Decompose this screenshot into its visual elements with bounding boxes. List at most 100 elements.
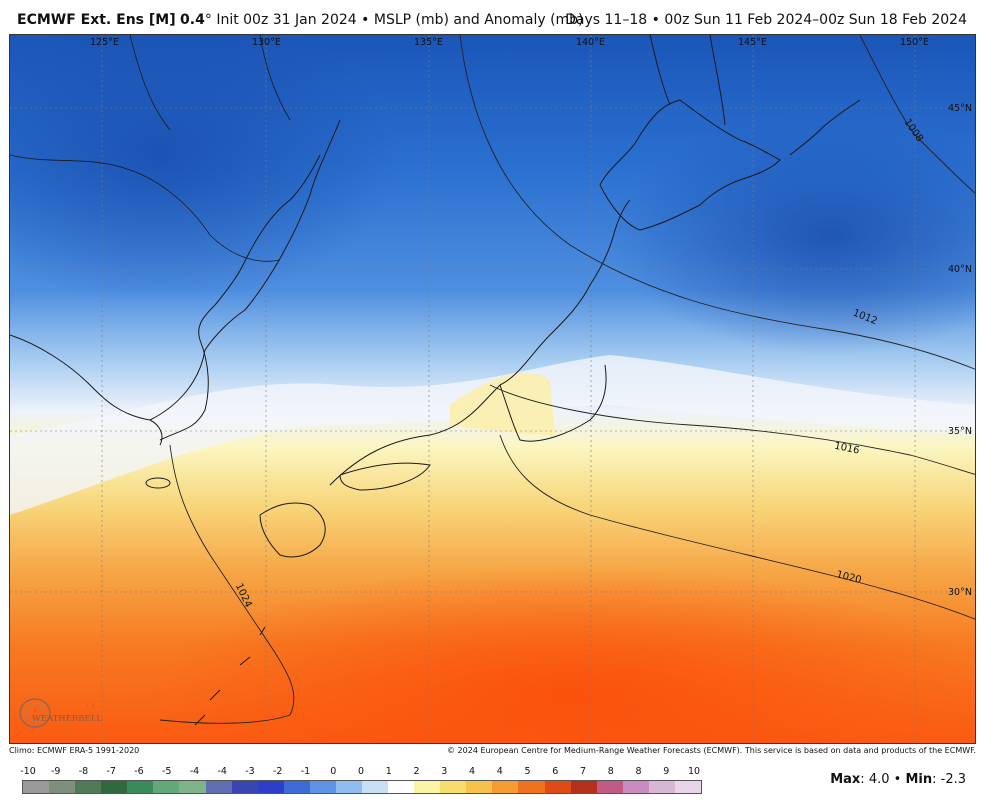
copyright-note: © 2024 European Centre for Medium-Range … (447, 746, 976, 755)
map-panel: 1008 1012 1016 1020 1024 125°E 130°E 135… (9, 34, 976, 744)
colorbar-swatch (257, 781, 284, 793)
colorbar-tick-label: -4 (189, 766, 200, 777)
kuril-chain (789, 99, 861, 156)
colorbar-swatch (23, 781, 50, 793)
colorbar-swatch (283, 781, 310, 793)
map-title: ECMWF Ext. Ens [M] 0.4° Init 00z 31 Jan … (17, 12, 584, 28)
colorbar-swatch (179, 781, 206, 793)
colorbar-tick-label: -8 (78, 766, 89, 777)
colorbar-swatch (75, 781, 102, 793)
negative-anomaly-core-west (10, 35, 400, 305)
colorbar-swatch (492, 781, 519, 793)
colorbar-tick-label: 4 (468, 766, 476, 777)
degree-sign: ° (204, 12, 212, 28)
map-footer: Climo: ECMWF ERA-5 1991-2020 © 2024 Euro… (9, 746, 976, 758)
colorbar-tick-label: -3 (245, 766, 255, 777)
colorbar-tick-label: 8 (607, 766, 614, 777)
colorbar-swatch (362, 781, 389, 793)
isobar-label-1016: 1016 (833, 441, 860, 457)
colorbar-swatch (518, 781, 545, 793)
colorbar-swatch (622, 781, 649, 793)
colorbar-tick-label: -2 (273, 766, 283, 777)
colorbar-tick-label: -10 (20, 766, 36, 777)
colorbar-swatch (153, 781, 180, 793)
isobar-1020 (499, 434, 975, 620)
colorbar-tick-label: 6 (552, 766, 559, 777)
colorbar-swatch (101, 781, 128, 793)
weatherbell-logo: WEATHERBELL (19, 698, 102, 728)
colorbar-swatch (49, 781, 76, 793)
colorbar-swatch (544, 781, 571, 793)
colorbar-tick-label: -9 (51, 766, 61, 777)
negative-anomaly-core-east (610, 115, 975, 355)
lon-label-130: 130°E (252, 37, 281, 48)
colorbar-swatch (414, 781, 441, 793)
init-time: Init 00z 31 Jan 2024 (216, 12, 357, 28)
colorbar-tick-label: 3 (441, 766, 448, 777)
colorbar-strip (22, 780, 702, 794)
colorbar-swatch (309, 781, 336, 793)
colorbar-tick-label: 0 (330, 766, 337, 777)
colorbar-tick-label: 4 (496, 766, 503, 777)
colorbar-swatch (231, 781, 258, 793)
kyushu-shikoku (259, 462, 431, 558)
lat-label-40: 40°N (948, 264, 972, 275)
max-label: Max (830, 772, 861, 787)
colorbar-tick-label: 10 (687, 766, 701, 777)
lat-label-35: 35°N (948, 426, 972, 437)
colorbar-tick-label: 7 (579, 766, 587, 777)
colorbar-tick-label: 8 (635, 766, 642, 777)
model-name: ECMWF Ext. Ens [M] (17, 12, 176, 28)
positive-anomaly-core (150, 565, 975, 743)
anomaly-colorbar: -10 -9 -8 -7 -6 -5 -4 -4 -3 -2 -1 0 0 1 2 3 4 4 5 6 7 8 8 9 10 (20, 766, 702, 796)
min-value: -2.3 (940, 772, 966, 787)
isobar-1016 (489, 384, 975, 475)
title-separator: • (361, 12, 370, 28)
lon-label-125: 125°E (90, 37, 119, 48)
hokkaido (599, 99, 781, 231)
colorbar-tick-label: 0 (357, 766, 365, 777)
border-lines (10, 35, 291, 262)
colorbar-swatch (674, 781, 702, 793)
colorbar-tick-label: -6 (134, 766, 144, 777)
warm-anomaly-lobe (450, 373, 555, 435)
colorbar-swatch (648, 781, 675, 793)
colorbar-tick-label: -7 (106, 766, 116, 777)
lat-label-30: 30°N (948, 587, 972, 598)
colorbar-tick-label: 5 (524, 766, 531, 777)
zero-anomaly-band (10, 355, 975, 515)
climo-note: Climo: ECMWF ERA-5 1991-2020 (9, 746, 140, 755)
colorbar-swatch (335, 781, 363, 793)
model-resolution: 0.4 (180, 12, 205, 28)
lat-label-45: 45°N (948, 103, 972, 114)
longitude-labels: 125°E 130°E 135°E 140°E 145°E 150°E (90, 37, 929, 48)
colorbar-tick-label: 9 (663, 766, 670, 777)
lon-label-145: 145°E (738, 37, 767, 48)
valid-range: 00z Sun 11 Feb 2024–00z Sun 18 Feb 2024 (664, 12, 967, 28)
colorbar-tick-label: 1 (385, 766, 392, 777)
colorbar-tick-label: -4 (217, 766, 227, 777)
lon-label-150: 150°E (900, 37, 929, 48)
stats-separator: • (893, 772, 902, 787)
max-value: 4.0 (868, 772, 890, 787)
isobars (159, 35, 975, 724)
isobar-1008 (859, 35, 975, 194)
asian-mainland-coast (10, 119, 341, 446)
colorbar-tick-label: -5 (162, 766, 172, 777)
colorbar-swatch (440, 781, 467, 793)
colorbar-swatch (466, 781, 493, 793)
min-label: Min (905, 772, 933, 787)
korean-peninsula (159, 154, 321, 441)
title-separator-2: • (651, 12, 660, 28)
colorbar-tick-label: 2 (413, 766, 420, 777)
colorbar-swatch (127, 781, 154, 793)
lon-label-135: 135°E (414, 37, 443, 48)
isobar-1012 (459, 35, 975, 370)
latitude-labels: 45°N 40°N 35°N 30°N (948, 103, 972, 598)
lon-label-140: 140°E (576, 37, 605, 48)
max-min-stats: Max: 4.0 • Min: -2.3 (830, 772, 966, 787)
title-bar: ECMWF Ext. Ens [M] 0.4° Init 00z 31 Jan … (0, 0, 984, 34)
valid-period: Days 11–18 • 00z Sun 11 Feb 2024–00z Sun… (565, 12, 967, 28)
jeju-island (145, 477, 171, 489)
graticule (10, 35, 975, 743)
